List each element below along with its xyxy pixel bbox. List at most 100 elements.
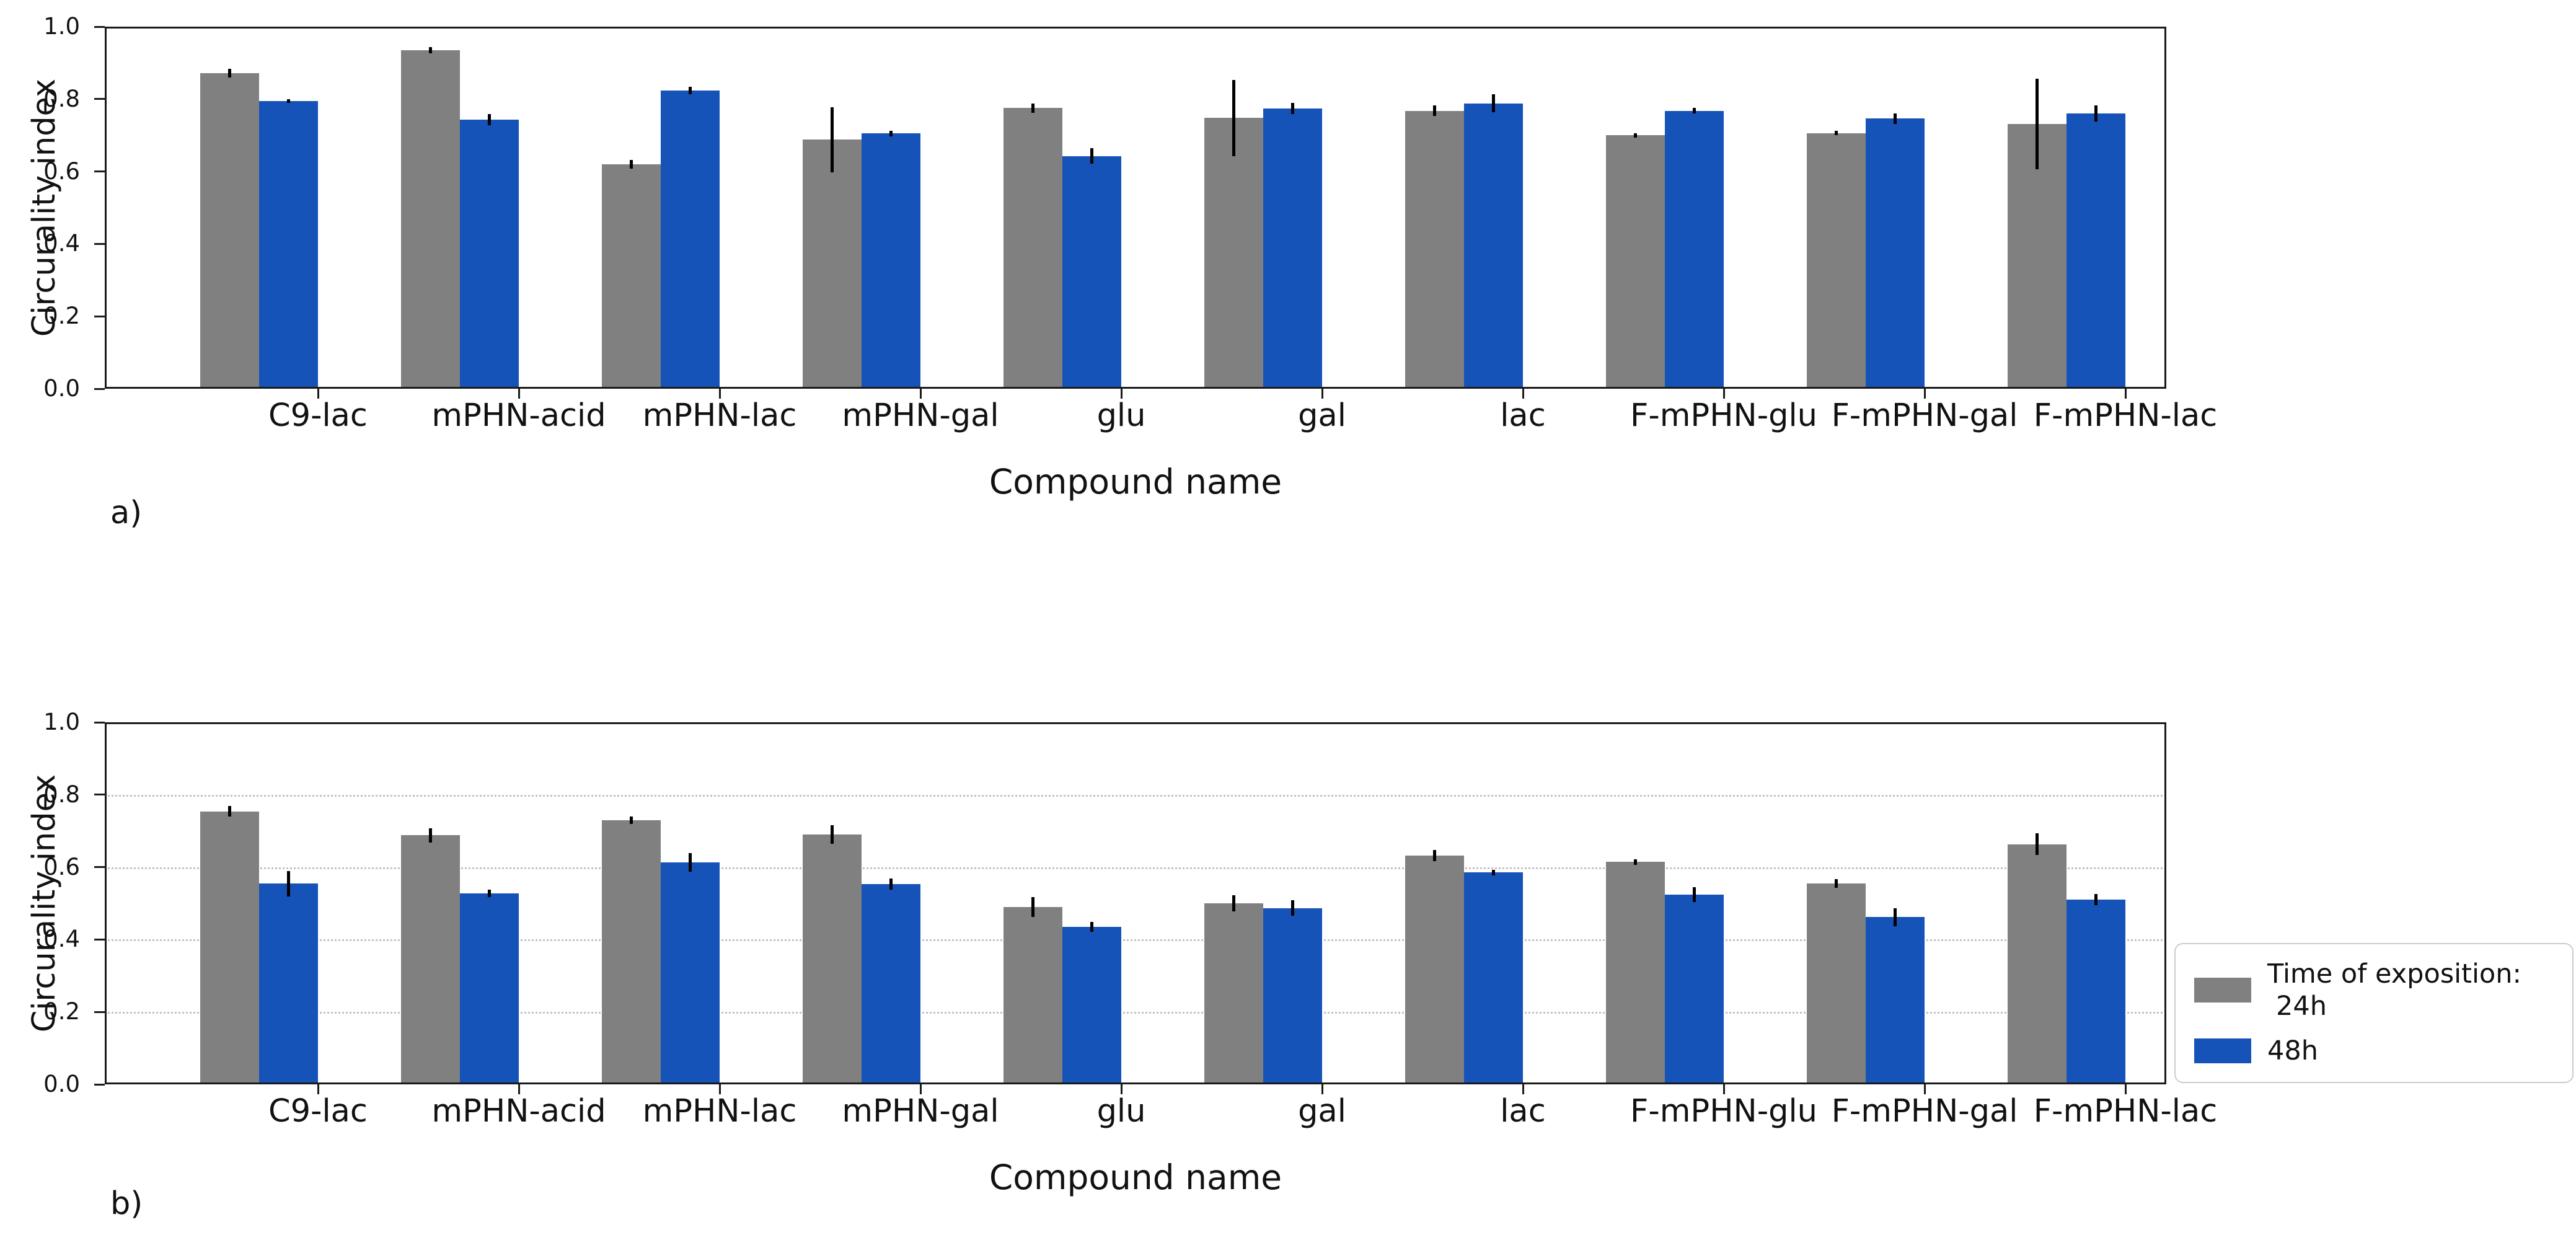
y-tick-label-0.6: 0.6 (43, 157, 80, 185)
error-bar-24h-F-mPHN-gal (1835, 131, 1838, 136)
y-tick-0.6 (94, 170, 105, 173)
error-bar-24h-mPHN-lac (630, 816, 633, 824)
bar-48h-gal (1263, 108, 1322, 389)
error-bar-48h-mPHN-acid (488, 890, 491, 898)
bar-24h-F-mPHN-gal (1807, 883, 1866, 1084)
x-tick-label-F-mPHN-lac: F-mPHN-lac (2033, 1093, 2218, 1130)
bar-24h-C9-lac (200, 811, 259, 1084)
y-axis-label-a: Circurality index (26, 78, 63, 337)
error-bar-24h-mPHN-gal (831, 825, 834, 844)
x-tick-lac (1522, 1084, 1524, 1094)
bar-48h-C9-lac (259, 883, 318, 1084)
error-bar-48h-mPHN-lac (689, 853, 692, 872)
bar-48h-F-mPHN-gal (1866, 118, 1925, 389)
bar-48h-F-mPHN-glu (1665, 894, 1724, 1084)
x-tick-mPHN-lac (718, 1084, 721, 1094)
panel-letter-b: b) (110, 1185, 143, 1222)
gridline-0.6 (105, 867, 2166, 869)
bar-48h-mPHN-acid (460, 893, 519, 1084)
bar-48h-glu (1062, 926, 1121, 1084)
x-tick-F-mPHN-lac (2124, 389, 2127, 399)
bar-24h-mPHN-gal (803, 834, 862, 1084)
plot-area-a: 0.0 0.2 0.4 0.6 0.8 1.0 C9-lac mPHN-acid mPHN-la… (43, 13, 2217, 434)
y-tick-label-0.6: 0.6 (43, 853, 80, 880)
bar-24h-glu (1003, 108, 1062, 389)
x-tick-label-mPHN-gal: mPHN-gal (842, 1093, 999, 1130)
x-tick-label-F-mPHN-gal: F-mPHN-gal (1831, 1093, 2018, 1130)
y-tick-label-0.0: 0.0 (43, 1071, 80, 1097)
x-tick-label-F-mPHN-glu: F-mPHN-glu (1630, 397, 1817, 434)
x-tick-mPHN-lac (718, 389, 721, 399)
y-tick-label-0.0: 0.0 (43, 375, 80, 402)
x-tick-label-glu: glu (1096, 1093, 1146, 1130)
bar-24h-glu (1003, 906, 1062, 1084)
bar-48h-glu (1062, 156, 1121, 389)
x-axis-label-b: Compound name (989, 1158, 1282, 1197)
bar-48h-F-mPHN-lac (2067, 900, 2125, 1084)
error-bar-48h-gal (1291, 103, 1294, 114)
x-tick-label-lac: lac (1500, 397, 1546, 434)
x-tick-F-mPHN-gal (1923, 1084, 1926, 1094)
x-tick-F-mPHN-glu (1722, 389, 1725, 399)
x-tick-gal (1321, 389, 1323, 399)
x-tick-label-gal: gal (1298, 1093, 1346, 1130)
bar-24h-mPHN-gal (803, 139, 862, 389)
error-bar-48h-C9-lac (287, 871, 290, 896)
x-tick-label-mPHN-acid: mPHN-acid (431, 397, 606, 434)
x-tick-F-mPHN-gal (1923, 389, 1926, 399)
error-bar-48h-gal (1291, 900, 1294, 916)
error-bar-24h-glu (1031, 103, 1034, 113)
error-bar-48h-lac (1492, 94, 1495, 113)
gridline-0.4 (105, 939, 2166, 942)
error-bar-24h-glu (1031, 896, 1034, 918)
bar-48h-mPHN-gal (862, 133, 920, 389)
legend-item-label-48h: 48h (2267, 1035, 2318, 1066)
x-tick-label-C9-lac: C9-lac (268, 397, 368, 434)
bar-48h-lac (1464, 872, 1523, 1084)
bar-24h-mPHN-acid (401, 835, 460, 1084)
y-tick-1.0 (94, 721, 105, 724)
error-bar-48h-F-mPHN-gal (1894, 113, 1897, 125)
error-bar-24h-gal (1232, 895, 1235, 911)
bar-24h-lac (1405, 110, 1464, 389)
error-bar-48h-mPHN-gal (889, 130, 893, 136)
x-tick-label-C9-lac: C9-lac (268, 1093, 368, 1130)
bar-48h-C9-lac (259, 101, 318, 389)
bar-48h-mPHN-gal (862, 884, 920, 1084)
bar-48h-mPHN-lac (661, 90, 720, 389)
error-bar-48h-glu (1090, 922, 1093, 932)
y-axis-label-b: Circurality index (26, 774, 63, 1033)
x-tick-label-mPHN-gal: mPHN-gal (842, 397, 999, 434)
error-bar-24h-F-mPHN-glu (1634, 133, 1637, 138)
error-bar-48h-mPHN-gal (889, 879, 893, 890)
gridline-0.8 (105, 794, 2166, 797)
error-bar-48h-F-mPHN-lac (2094, 105, 2097, 122)
error-bar-24h-F-mPHN-lac (2036, 833, 2039, 856)
bar-24h-mPHN-lac (602, 164, 661, 389)
x-tick-glu (1120, 389, 1123, 399)
error-bar-24h-mPHN-lac (630, 159, 633, 169)
y-tick-0.0 (94, 1083, 105, 1086)
error-bar-24h-C9-lac (228, 805, 231, 817)
y-tick-label-1.0: 1.0 (43, 13, 80, 40)
error-bar-24h-F-mPHN-gal (1835, 879, 1838, 888)
bar-24h-gal (1204, 903, 1263, 1084)
error-bar-24h-mPHN-gal (831, 107, 834, 172)
legend-swatch-48h (2194, 1038, 2251, 1063)
y-tick-label-0.2: 0.2 (43, 303, 80, 330)
bar-24h-mPHN-lac (602, 820, 661, 1084)
error-bar-48h-F-mPHN-lac (2094, 894, 2097, 905)
x-tick-mPHN-acid (518, 1084, 520, 1094)
x-tick-gal (1321, 1084, 1323, 1094)
y-tick-0.8 (94, 794, 105, 796)
x-tick-F-mPHN-glu (1722, 1084, 1725, 1094)
legend-item-label-24h: 24h (2276, 991, 2327, 1022)
x-tick-label-F-mPHN-gal: F-mPHN-gal (1831, 397, 2018, 434)
bar-24h-mPHN-acid (401, 50, 460, 389)
bar-48h-mPHN-lac (661, 862, 720, 1084)
x-tick-mPHN-acid (518, 389, 520, 399)
bar-48h-F-mPHN-lac (2067, 113, 2125, 389)
y-tick-label-0.8: 0.8 (43, 85, 80, 112)
x-axis-label-a: Compound name (989, 462, 1282, 502)
